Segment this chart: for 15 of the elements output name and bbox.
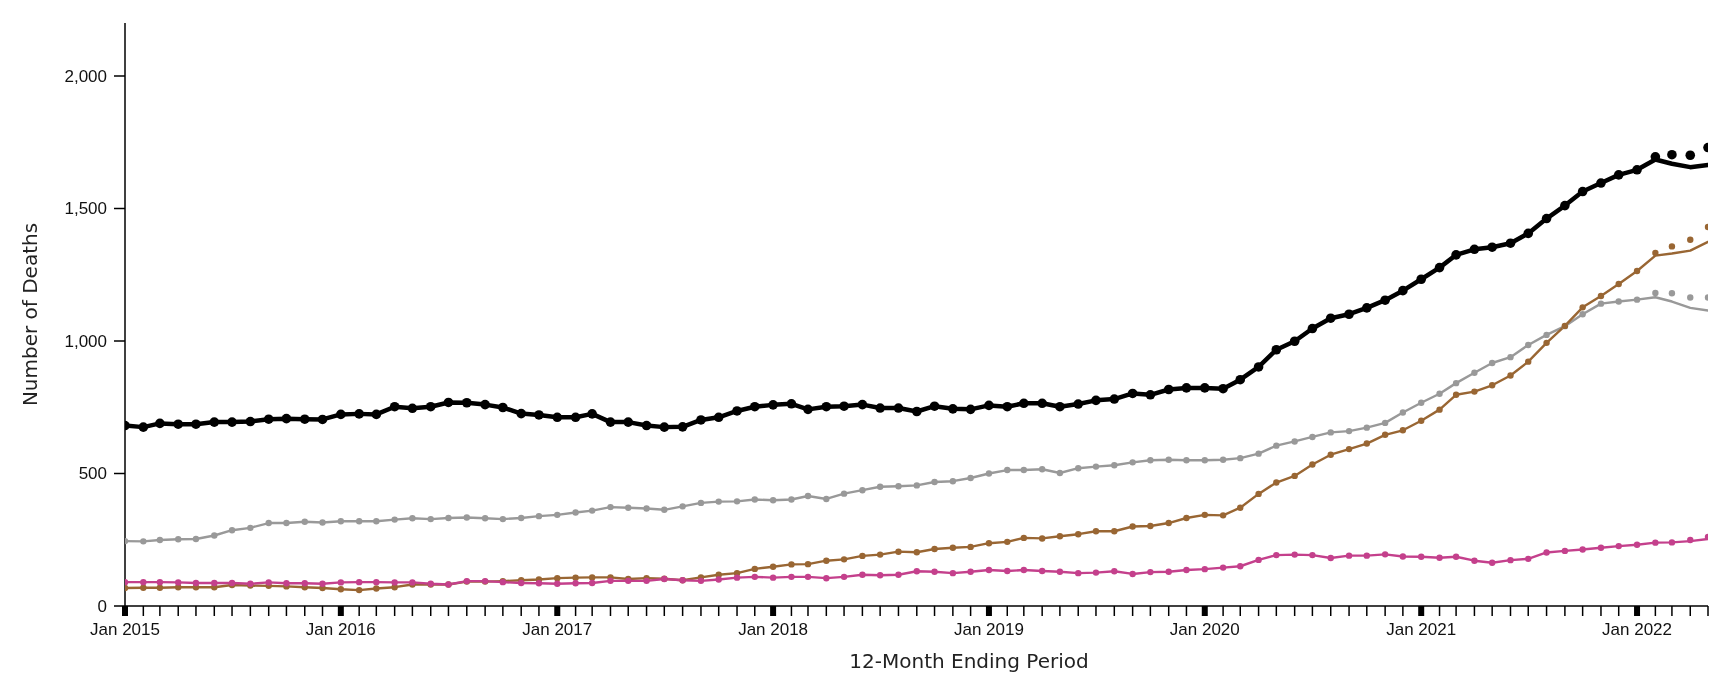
y-tick-label: 500 — [78, 464, 107, 484]
y-tick-label: 1,500 — [64, 199, 107, 219]
x-tick-label: Jan 2018 — [738, 620, 809, 639]
x-tick-label: Jan 2022 — [1602, 620, 1673, 639]
x-tick-label: Jan 2019 — [953, 620, 1024, 639]
y-tick-label: 1,000 — [64, 331, 107, 351]
x-tick-label: Jan 2020 — [1169, 620, 1240, 639]
x-tick-label: Jan 2016 — [305, 620, 376, 639]
x-tick-label: Jan 2017 — [522, 620, 593, 639]
y-tick-label: 2,000 — [64, 66, 107, 86]
y-tick-label: 0 — [97, 596, 107, 616]
x-tick-label: Jan 2021 — [1386, 620, 1457, 639]
x-axis-title: 12-Month Ending Period — [849, 649, 1089, 673]
y-axis-title: Number of Deaths — [18, 222, 42, 407]
x-tick-label: Jan 2015 — [90, 620, 160, 639]
